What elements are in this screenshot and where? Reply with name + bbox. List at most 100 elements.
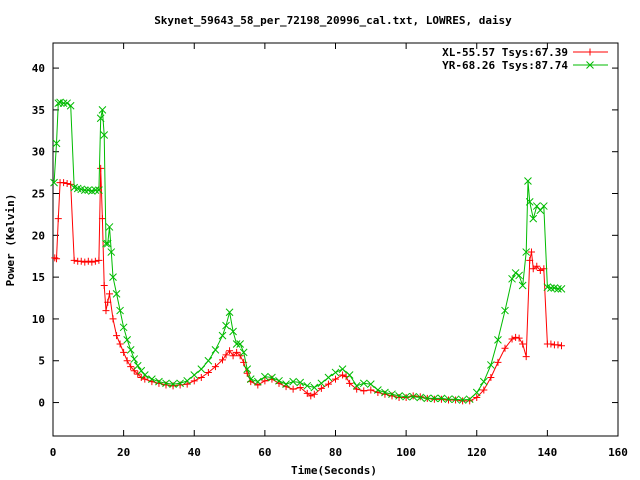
data-point	[536, 266, 544, 274]
x-tick-label: 160	[608, 446, 628, 459]
data-point	[472, 388, 481, 397]
data-point	[211, 346, 220, 354]
data-point	[225, 308, 234, 317]
data-point	[547, 340, 555, 348]
data-point	[303, 389, 311, 397]
data-point	[324, 373, 333, 382]
x-tick-label: 120	[467, 446, 487, 459]
data-point	[243, 365, 252, 373]
data-point	[526, 256, 534, 264]
y-tick-label: 40	[32, 62, 45, 75]
data-point	[331, 368, 340, 377]
data-point	[554, 341, 562, 349]
data-point	[395, 392, 403, 400]
y-tick-label: 5	[38, 355, 45, 368]
series-line	[53, 101, 562, 401]
data-point	[296, 384, 304, 392]
x-tick-label: 60	[258, 446, 271, 459]
x-axis: 0 20 40 60 80 100 120 140 160	[50, 43, 628, 459]
data-point	[91, 186, 100, 195]
data-point	[416, 393, 425, 402]
data-point	[465, 395, 474, 404]
data-point	[374, 386, 382, 394]
data-point	[104, 298, 112, 306]
data-point	[332, 375, 339, 383]
data-point	[107, 248, 116, 256]
data-point	[512, 333, 520, 341]
data-point	[204, 356, 213, 365]
data-point	[275, 376, 283, 385]
data-point	[289, 385, 297, 393]
y-tick-label: 20	[32, 229, 45, 242]
data-point	[183, 380, 191, 388]
x-tick-label: 100	[396, 446, 416, 459]
y-tick-label: 35	[32, 104, 45, 117]
data-point	[353, 385, 361, 393]
data-point	[445, 396, 452, 404]
data-point	[95, 186, 103, 195]
data-point	[98, 106, 107, 114]
data-point	[282, 380, 290, 389]
data-point	[423, 394, 432, 403]
chart-title: Skynet_59643_58_per_72198_20996_cal.txt,…	[154, 14, 512, 27]
data-point	[116, 306, 124, 315]
data-point	[204, 368, 212, 376]
data-point	[141, 375, 149, 383]
data-point	[116, 340, 124, 348]
x-tick-label: 20	[117, 446, 130, 459]
data-point	[123, 357, 131, 365]
data-point	[54, 215, 62, 223]
data-point	[409, 392, 418, 401]
data-point	[130, 367, 138, 375]
data-point	[317, 384, 325, 392]
data-point	[515, 271, 523, 280]
x-tick-label: 80	[329, 446, 342, 459]
y-tick-label: 15	[32, 271, 45, 284]
data-point	[473, 394, 481, 402]
data-point	[479, 377, 488, 386]
x-tick-label: 0	[50, 446, 57, 459]
data-point	[148, 375, 156, 383]
data-point	[105, 223, 114, 231]
data-point	[103, 239, 112, 248]
data-point	[88, 258, 96, 266]
data-point	[522, 353, 530, 361]
data-point	[190, 371, 199, 379]
data-point	[239, 348, 248, 357]
data-point	[219, 356, 226, 364]
data-point	[120, 348, 128, 356]
data-point	[346, 379, 354, 387]
data-point	[303, 381, 312, 390]
data-point	[95, 256, 103, 264]
data-point	[409, 392, 417, 400]
data-point	[261, 377, 269, 385]
data-point	[289, 377, 297, 386]
data-point	[169, 380, 177, 389]
data-point	[98, 215, 106, 223]
data-point	[140, 371, 149, 379]
data-point	[557, 284, 566, 293]
data-point	[218, 331, 227, 340]
data-point	[100, 281, 108, 289]
data-point	[261, 372, 269, 381]
data-point	[119, 323, 128, 332]
data-point	[402, 394, 410, 402]
data-point	[558, 342, 565, 350]
data-point	[254, 381, 262, 389]
series-2	[50, 98, 566, 404]
data-point	[310, 383, 319, 392]
data-point	[60, 179, 68, 187]
data-point	[51, 254, 59, 262]
data-point	[130, 355, 139, 363]
data-point	[96, 114, 105, 123]
data-point	[211, 363, 219, 371]
data-point	[112, 289, 121, 298]
data-point	[222, 321, 230, 330]
data-point	[53, 255, 61, 263]
data-point	[518, 281, 527, 290]
data-point	[183, 376, 192, 385]
legend-label: XL-55.57 Tsys:67.39	[442, 46, 568, 59]
series-layer	[50, 98, 566, 405]
data-point	[480, 386, 488, 394]
